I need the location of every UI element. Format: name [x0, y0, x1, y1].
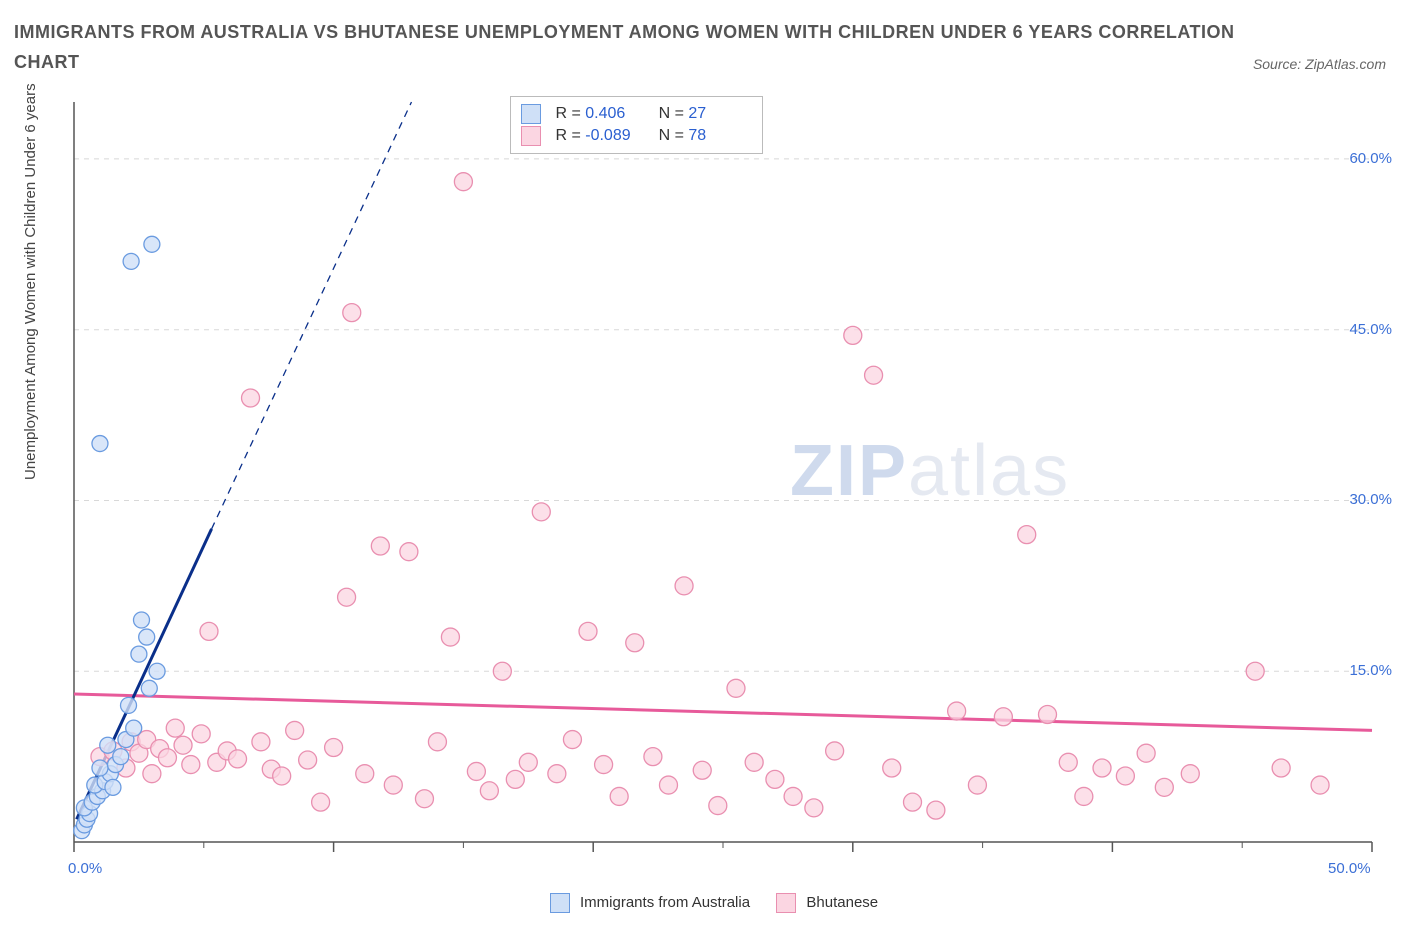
stats-r-label: R =: [555, 105, 580, 122]
legend-label-bhutanese: Bhutanese: [806, 894, 878, 911]
stats-n-label: N =: [659, 127, 684, 144]
y-tick-label: 15.0%: [1349, 662, 1392, 679]
stats-r-value-australia: 0.406: [585, 103, 645, 125]
stats-row-australia: R = 0.406 N = 27: [521, 103, 748, 125]
source-attribution: Source: ZipAtlas.com: [1253, 56, 1386, 72]
legend-swatch-australia-icon: [550, 893, 570, 913]
stats-n-label: N =: [659, 105, 684, 122]
y-tick-label: 60.0%: [1349, 150, 1392, 167]
stats-r-label: R =: [555, 127, 580, 144]
scatter-chart: [44, 88, 1392, 878]
series-legend: Immigrants from Australia Bhutanese: [0, 893, 1406, 913]
source-prefix: Source:: [1253, 56, 1305, 72]
swatch-australia-icon: [521, 104, 541, 124]
source-name: ZipAtlas.com: [1305, 56, 1386, 72]
stats-r-value-bhutanese: -0.089: [585, 125, 645, 147]
chart-title-line2: CHART: [14, 52, 80, 73]
y-tick-label: 30.0%: [1349, 491, 1392, 508]
swatch-bhutanese-icon: [521, 126, 541, 146]
legend-swatch-bhutanese-icon: [776, 893, 796, 913]
chart-title-line1: IMMIGRANTS FROM AUSTRALIA VS BHUTANESE U…: [14, 22, 1235, 43]
correlation-stats-box: R = 0.406 N = 27 R = -0.089 N = 78: [510, 96, 763, 154]
stats-row-bhutanese: R = -0.089 N = 78: [521, 125, 748, 147]
legend-label-australia: Immigrants from Australia: [580, 894, 750, 911]
stats-n-value-australia: 27: [688, 103, 748, 125]
y-tick-label: 45.0%: [1349, 321, 1392, 338]
stats-n-value-bhutanese: 78: [688, 125, 748, 147]
x-tick-min-label: 0.0%: [68, 860, 102, 877]
x-tick-max-label: 50.0%: [1328, 860, 1371, 877]
y-axis-label: Unemployment Among Women with Children U…: [22, 83, 39, 480]
